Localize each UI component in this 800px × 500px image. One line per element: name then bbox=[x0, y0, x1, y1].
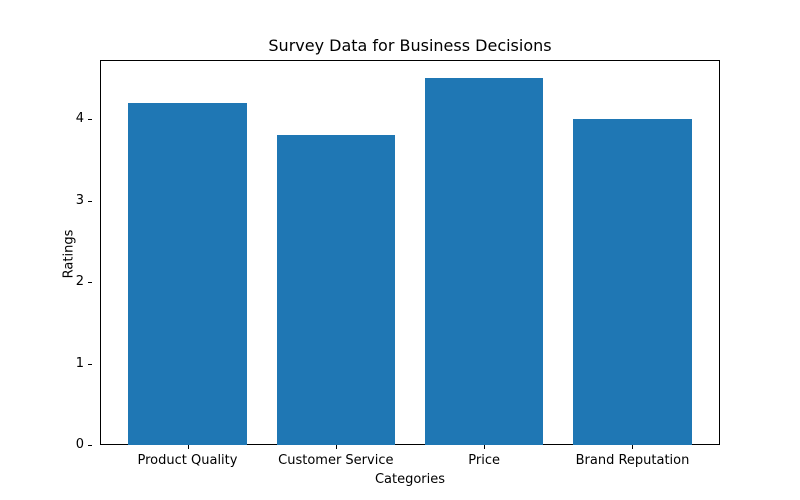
bar-product-quality bbox=[128, 102, 247, 445]
x-tick-label: Customer Service bbox=[278, 453, 394, 468]
x-tick-label: Brand Reputation bbox=[575, 453, 690, 468]
plot-area bbox=[100, 60, 720, 445]
y-tick-label: 1 bbox=[75, 355, 84, 371]
chart-title: Survey Data for Business Decisions bbox=[268, 36, 552, 55]
x-tick-label: Product Quality bbox=[137, 453, 238, 468]
bar-customer-service bbox=[276, 135, 396, 445]
y-tick-label: 3 bbox=[75, 192, 84, 208]
y-tick-label: 0 bbox=[75, 437, 84, 452]
bar-price bbox=[424, 78, 544, 445]
x-axis-label: Categories bbox=[374, 472, 446, 487]
x-tick-label: Price bbox=[468, 453, 501, 468]
y-tick-label: 2 bbox=[75, 274, 84, 290]
y-axis-label: Ratings bbox=[61, 229, 77, 279]
bar-brand-reputation bbox=[573, 119, 692, 445]
y-tick-label: 4 bbox=[75, 111, 84, 127]
